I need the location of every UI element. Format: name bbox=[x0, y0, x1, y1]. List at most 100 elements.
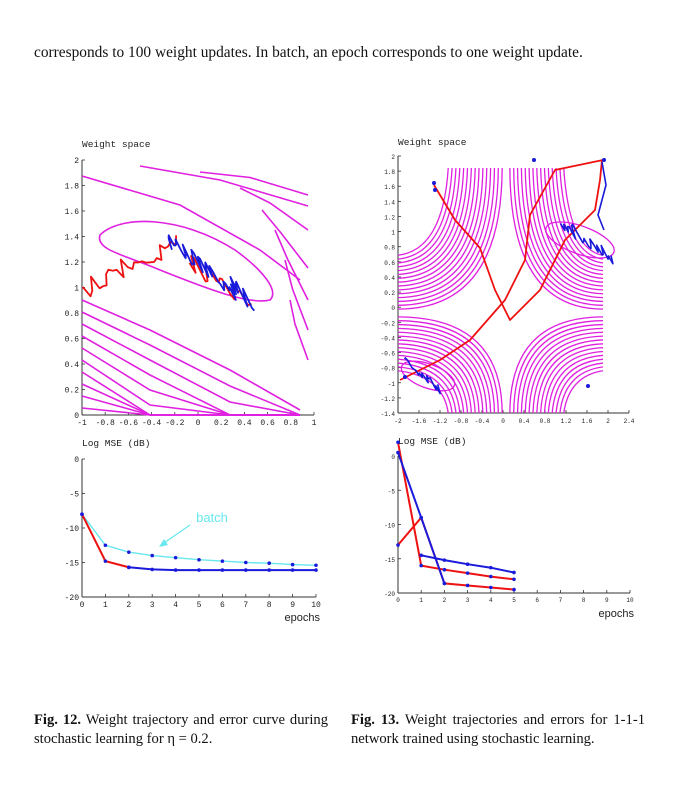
y-tick-label: 0 bbox=[74, 412, 79, 421]
x-tick-label: 0.4 bbox=[519, 418, 530, 425]
contour-line bbox=[397, 167, 503, 310]
intro-paragraph: corresponds to 100 weight updates. In ba… bbox=[34, 44, 583, 62]
batch-arrowhead bbox=[159, 539, 168, 547]
x-axis-label: epochs bbox=[285, 612, 321, 624]
data-point bbox=[127, 550, 131, 554]
data-point bbox=[512, 570, 516, 575]
x-tick-label: -0.6 bbox=[119, 419, 138, 428]
x-tick-label: -0.4 bbox=[475, 418, 490, 425]
blue-trajectory bbox=[403, 357, 441, 395]
y-tick-label: 0.2 bbox=[384, 290, 395, 297]
fig13-caption-text: Weight trajectories and errors for 1-1-1… bbox=[351, 712, 645, 747]
fig13-weight-space-plot: -2 -1.6 -1.2 -0.8 -0.4 0 0.4 0.8 1.2 1.6 2 2.4 2 1.8 1… bbox=[381, 137, 635, 425]
plot-title: Weight space bbox=[398, 137, 467, 148]
x-tick-label: -2 bbox=[394, 418, 402, 425]
x-tick-label: 8 bbox=[582, 597, 586, 604]
y-tick-label: 1.2 bbox=[384, 214, 395, 221]
x-tick-label: 6 bbox=[220, 601, 225, 610]
red-trajectory bbox=[399, 159, 604, 381]
y-tick-label: 0.4 bbox=[384, 275, 395, 282]
y-tick-label: 1 bbox=[74, 285, 79, 294]
y-tick-label: 1.6 bbox=[384, 184, 395, 191]
data-point bbox=[396, 543, 400, 547]
contour-line bbox=[397, 167, 449, 256]
contour-line bbox=[289, 299, 309, 361]
contour-line bbox=[239, 187, 309, 231]
y-tick-label: 1.4 bbox=[384, 199, 395, 206]
x-tick-label: -0.4 bbox=[142, 419, 161, 428]
data-point bbox=[103, 559, 108, 563]
contour-line bbox=[513, 167, 604, 306]
contour-line bbox=[397, 167, 499, 306]
data-point bbox=[244, 560, 248, 565]
y-tick-label: 2 bbox=[391, 154, 395, 161]
data-point bbox=[267, 568, 272, 572]
data-point bbox=[290, 562, 295, 567]
data-point bbox=[489, 565, 493, 570]
contour-line bbox=[397, 167, 484, 291]
contour-line bbox=[528, 167, 604, 291]
y-tick-label: -5 bbox=[388, 488, 396, 495]
x-tick-label: 1.2 bbox=[561, 418, 572, 425]
contour-line bbox=[397, 167, 461, 268]
data-point bbox=[442, 581, 447, 586]
contour-line bbox=[524, 167, 604, 295]
contour-line bbox=[274, 229, 309, 301]
contour-line bbox=[397, 167, 496, 303]
contour-line bbox=[516, 167, 604, 303]
contour-ellipse bbox=[545, 221, 615, 259]
fig13-error-curve-plot: 0 1 2 3 4 5 6 7 8 9 10 0 -5 -10 -15 -20 Log MSE (dB) epoc… bbox=[384, 436, 634, 620]
data-point bbox=[173, 568, 178, 572]
y-tick-label: 1.6 bbox=[65, 208, 80, 217]
x-tick-label: 4 bbox=[173, 601, 178, 610]
plot-title: Log MSE (dB) bbox=[398, 436, 466, 447]
fig13-caption: Fig. 13. Weight trajectories and errors … bbox=[351, 711, 645, 749]
contour-line bbox=[397, 167, 472, 279]
y-tick-label: 0.6 bbox=[65, 336, 80, 345]
x-tick-label: 2 bbox=[606, 418, 610, 425]
y-tick-label: 0.6 bbox=[384, 260, 395, 267]
contour-line bbox=[397, 331, 488, 414]
y-tick-label: -0.8 bbox=[381, 366, 396, 373]
data-point bbox=[442, 558, 447, 562]
contour-line bbox=[513, 320, 604, 414]
x-tick-label: 9 bbox=[605, 597, 609, 604]
y-tick-label: 1 bbox=[391, 230, 395, 237]
data-point bbox=[465, 562, 470, 567]
y-tick-label: -1.4 bbox=[381, 411, 396, 418]
contour-line bbox=[397, 350, 469, 414]
data-point bbox=[150, 567, 154, 572]
contour-line bbox=[397, 167, 465, 272]
contour-line bbox=[81, 311, 301, 416]
y-tick-label: 1.8 bbox=[65, 183, 80, 192]
data-point bbox=[127, 565, 131, 570]
fig12-label: Fig. 12. bbox=[34, 712, 82, 728]
data-point bbox=[150, 553, 154, 558]
x-tick-label: 3 bbox=[150, 601, 155, 610]
x-tick-label: 0.2 bbox=[214, 419, 229, 428]
x-tick-label: -1.6 bbox=[412, 418, 427, 425]
x-tick-label: 0.6 bbox=[260, 419, 275, 428]
batch-arrow bbox=[160, 524, 191, 546]
y-tick-label: -0.2 bbox=[381, 320, 396, 327]
y-tick-label: -5 bbox=[69, 491, 79, 500]
contour-line bbox=[261, 209, 309, 269]
data-point bbox=[197, 568, 201, 572]
fig13-label: Fig. 13. bbox=[351, 712, 400, 728]
data-point bbox=[267, 561, 272, 565]
data-point bbox=[586, 384, 590, 388]
data-point bbox=[433, 188, 437, 192]
data-point bbox=[80, 512, 84, 516]
contour-line bbox=[397, 167, 453, 260]
red-series-line bbox=[397, 515, 515, 591]
data-point bbox=[465, 583, 470, 588]
contour-lines bbox=[81, 165, 309, 416]
fig12-caption: Fig. 12. Weight trajectory and error cur… bbox=[34, 711, 328, 749]
y-tick-label: 0.8 bbox=[384, 245, 395, 252]
x-tick-label: 0 bbox=[80, 601, 85, 610]
contour-line bbox=[397, 167, 492, 299]
contour-line bbox=[397, 323, 496, 414]
y-tick-label: 0 bbox=[391, 454, 395, 461]
x-tick-label: 0.8 bbox=[284, 419, 299, 428]
blue-trajectory bbox=[597, 161, 607, 231]
